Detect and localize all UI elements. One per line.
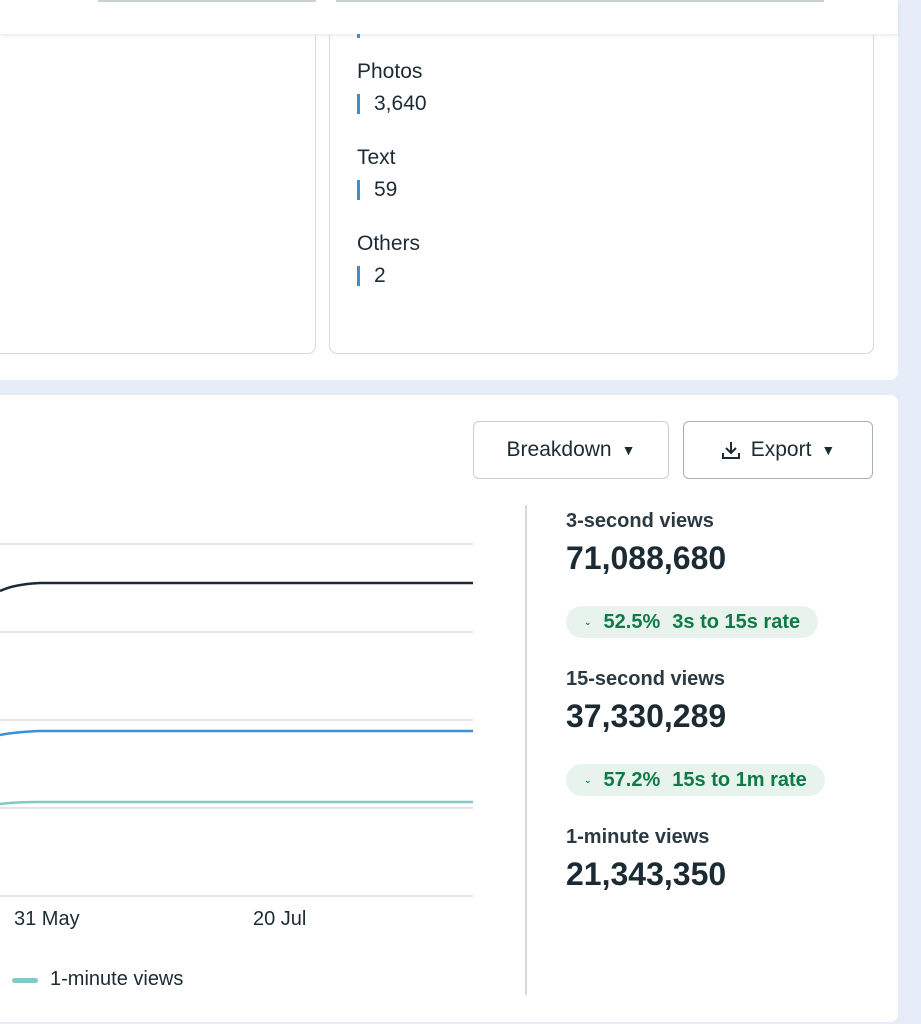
metric-value: 21,343,350 xyxy=(566,856,727,892)
export-button[interactable]: Export ▼ xyxy=(683,421,873,479)
chart-plot xyxy=(0,543,473,809)
badge-arrow: ⌄ xyxy=(584,616,592,627)
top-panel xyxy=(0,0,898,380)
breakdown-button[interactable]: Breakdown ▼ xyxy=(473,421,669,479)
metric-label: 1-minute views xyxy=(566,826,710,848)
input-edge xyxy=(336,0,824,2)
left-card xyxy=(0,34,316,354)
metrics: 3-second views 71,088,680 ⌄ 52.5% 3s to 15s … xyxy=(566,510,825,902)
button-text: Export xyxy=(750,438,812,461)
caret: ▼ xyxy=(621,442,636,458)
bottom-panel xyxy=(0,395,898,1022)
metric-label: 15-second views xyxy=(566,668,725,690)
caret: ▼ xyxy=(821,442,836,458)
type-label: Photos xyxy=(357,60,423,83)
type-value: 59 xyxy=(357,179,427,200)
type-label: Others xyxy=(357,232,421,255)
divider xyxy=(525,505,527,995)
badge-label: 3s to 15s rate xyxy=(672,610,801,633)
legend-swatch xyxy=(12,978,38,983)
badge-value: 57.2% xyxy=(603,768,661,791)
type-label: Text xyxy=(357,146,396,169)
rate-badge: ⌄ 52.5% 3s to 15s rate xyxy=(566,606,819,638)
metric-value: 71,088,680 xyxy=(566,540,727,576)
type-value: 2 xyxy=(357,265,427,286)
metric-label: 3-second views xyxy=(566,510,714,532)
badge-value: 52.5% xyxy=(603,610,661,633)
line-3s xyxy=(0,581,473,593)
button-text: Breakdown xyxy=(506,438,612,461)
input-edge xyxy=(98,0,316,2)
content-type-list: Photos 3,640 Text 59 Others 2 xyxy=(357,60,427,318)
x-label: 31 May xyxy=(14,908,80,930)
rate-badge: ⌄ 57.2% 15s to 1m rate xyxy=(566,764,825,796)
type-value: 3,640 xyxy=(357,93,427,114)
top-bar xyxy=(0,0,898,34)
right-card xyxy=(329,34,874,354)
download-icon xyxy=(721,442,740,459)
badge-arrow: ⌄ xyxy=(584,774,592,785)
badge-label: 15s to 1m rate xyxy=(672,768,807,791)
legend-label: 1-minute views xyxy=(50,968,184,990)
x-label: 20 Jul xyxy=(253,908,307,930)
line-15s xyxy=(0,729,473,737)
metric-value: 37,330,289 xyxy=(566,698,727,734)
cut-value-mark xyxy=(357,34,360,38)
axis xyxy=(0,895,473,897)
line-1m xyxy=(0,800,473,806)
